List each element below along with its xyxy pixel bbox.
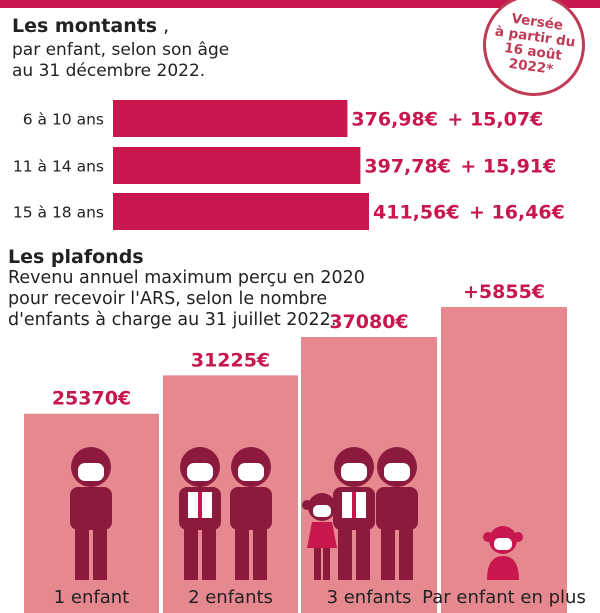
ceiling-category-label: 1 enfant bbox=[54, 587, 130, 608]
montants-title-text: Les montants bbox=[12, 15, 158, 37]
plafonds-subtitle-line: d'enfants à charge au 31 juillet 2022. bbox=[8, 310, 337, 330]
montants-subtitle-line: au 31 décembre 2022. bbox=[12, 61, 206, 81]
torso bbox=[70, 487, 112, 530]
leg bbox=[356, 528, 370, 580]
gift-ribbon bbox=[198, 492, 202, 518]
montants-title-suffix: , bbox=[157, 15, 170, 37]
plafonds-title: Les plafonds bbox=[8, 246, 144, 268]
leg bbox=[184, 528, 198, 580]
plafonds-subtitle: Revenu annuel maximum perçu en 2020 pour… bbox=[8, 268, 365, 331]
adult-figure-icon bbox=[376, 447, 418, 580]
face bbox=[313, 505, 331, 517]
montants-subtitle: par enfant, selon son âge au 31 décembre… bbox=[12, 40, 229, 82]
top-accent-bar bbox=[0, 0, 600, 8]
torso bbox=[376, 487, 418, 530]
ceiling-value-label: 37080€ bbox=[329, 311, 408, 333]
montants-title: Les montants , bbox=[12, 15, 169, 37]
leg bbox=[202, 528, 216, 580]
ceiling-bar-group: 31225€ 2 enfants bbox=[163, 349, 298, 613]
age-category-label: 15 à 18 ans bbox=[13, 204, 104, 222]
ceiling-value-label: 31225€ bbox=[191, 349, 270, 371]
amount-value-label: 397,78€ bbox=[364, 156, 451, 178]
adult-figure-icon bbox=[230, 447, 272, 580]
age-category-label: 6 à 10 ans bbox=[23, 111, 104, 129]
face bbox=[384, 463, 410, 481]
face bbox=[341, 463, 367, 481]
body bbox=[487, 556, 519, 580]
ceiling-bar-group: +5855€ Par enfant en plus bbox=[422, 281, 586, 613]
amount-bar bbox=[113, 193, 369, 230]
leg bbox=[253, 528, 267, 580]
amount-value-label: 411,56€ bbox=[373, 202, 460, 224]
leg bbox=[381, 528, 395, 580]
ceiling-value-label: 25370€ bbox=[52, 388, 131, 410]
leg bbox=[75, 528, 89, 580]
leg bbox=[323, 548, 330, 580]
plafonds-subtitle-line: Revenu annuel maximum perçu en 2020 bbox=[8, 268, 365, 288]
dress bbox=[307, 522, 337, 548]
ceiling-category-label: 3 enfants bbox=[327, 587, 412, 608]
amount-increase-label: + 15,07€ bbox=[447, 109, 543, 131]
face bbox=[78, 463, 104, 481]
amount-bar bbox=[113, 147, 361, 184]
amount-value-label: 376,98€ bbox=[351, 109, 438, 131]
gift-ribbon bbox=[352, 492, 356, 518]
montants-subtitle-line: par enfant, selon son âge bbox=[12, 40, 230, 60]
leg bbox=[399, 528, 413, 580]
amount-bar bbox=[113, 100, 348, 137]
adult-figure-icon bbox=[70, 447, 112, 580]
ceiling-category-label: Par enfant en plus bbox=[422, 587, 586, 608]
face bbox=[494, 538, 512, 550]
leg bbox=[338, 528, 352, 580]
face bbox=[187, 463, 213, 481]
ceiling-value-label: +5855€ bbox=[463, 281, 545, 303]
toddler-figure-icon bbox=[483, 526, 523, 580]
plafonds-subtitle-line: pour recevoir l'ARS, selon le nombre bbox=[8, 289, 328, 309]
torso bbox=[230, 487, 272, 530]
girl-figure-icon bbox=[302, 493, 342, 580]
leg bbox=[314, 548, 321, 580]
age-category-label: 11 à 14 ans bbox=[13, 158, 104, 176]
leg bbox=[235, 528, 249, 580]
leg bbox=[93, 528, 107, 580]
ceiling-category-label: 2 enfants bbox=[188, 587, 273, 608]
face bbox=[238, 463, 264, 481]
amount-increase-label: + 16,46€ bbox=[469, 202, 565, 224]
amount-increase-label: + 15,91€ bbox=[460, 156, 556, 178]
